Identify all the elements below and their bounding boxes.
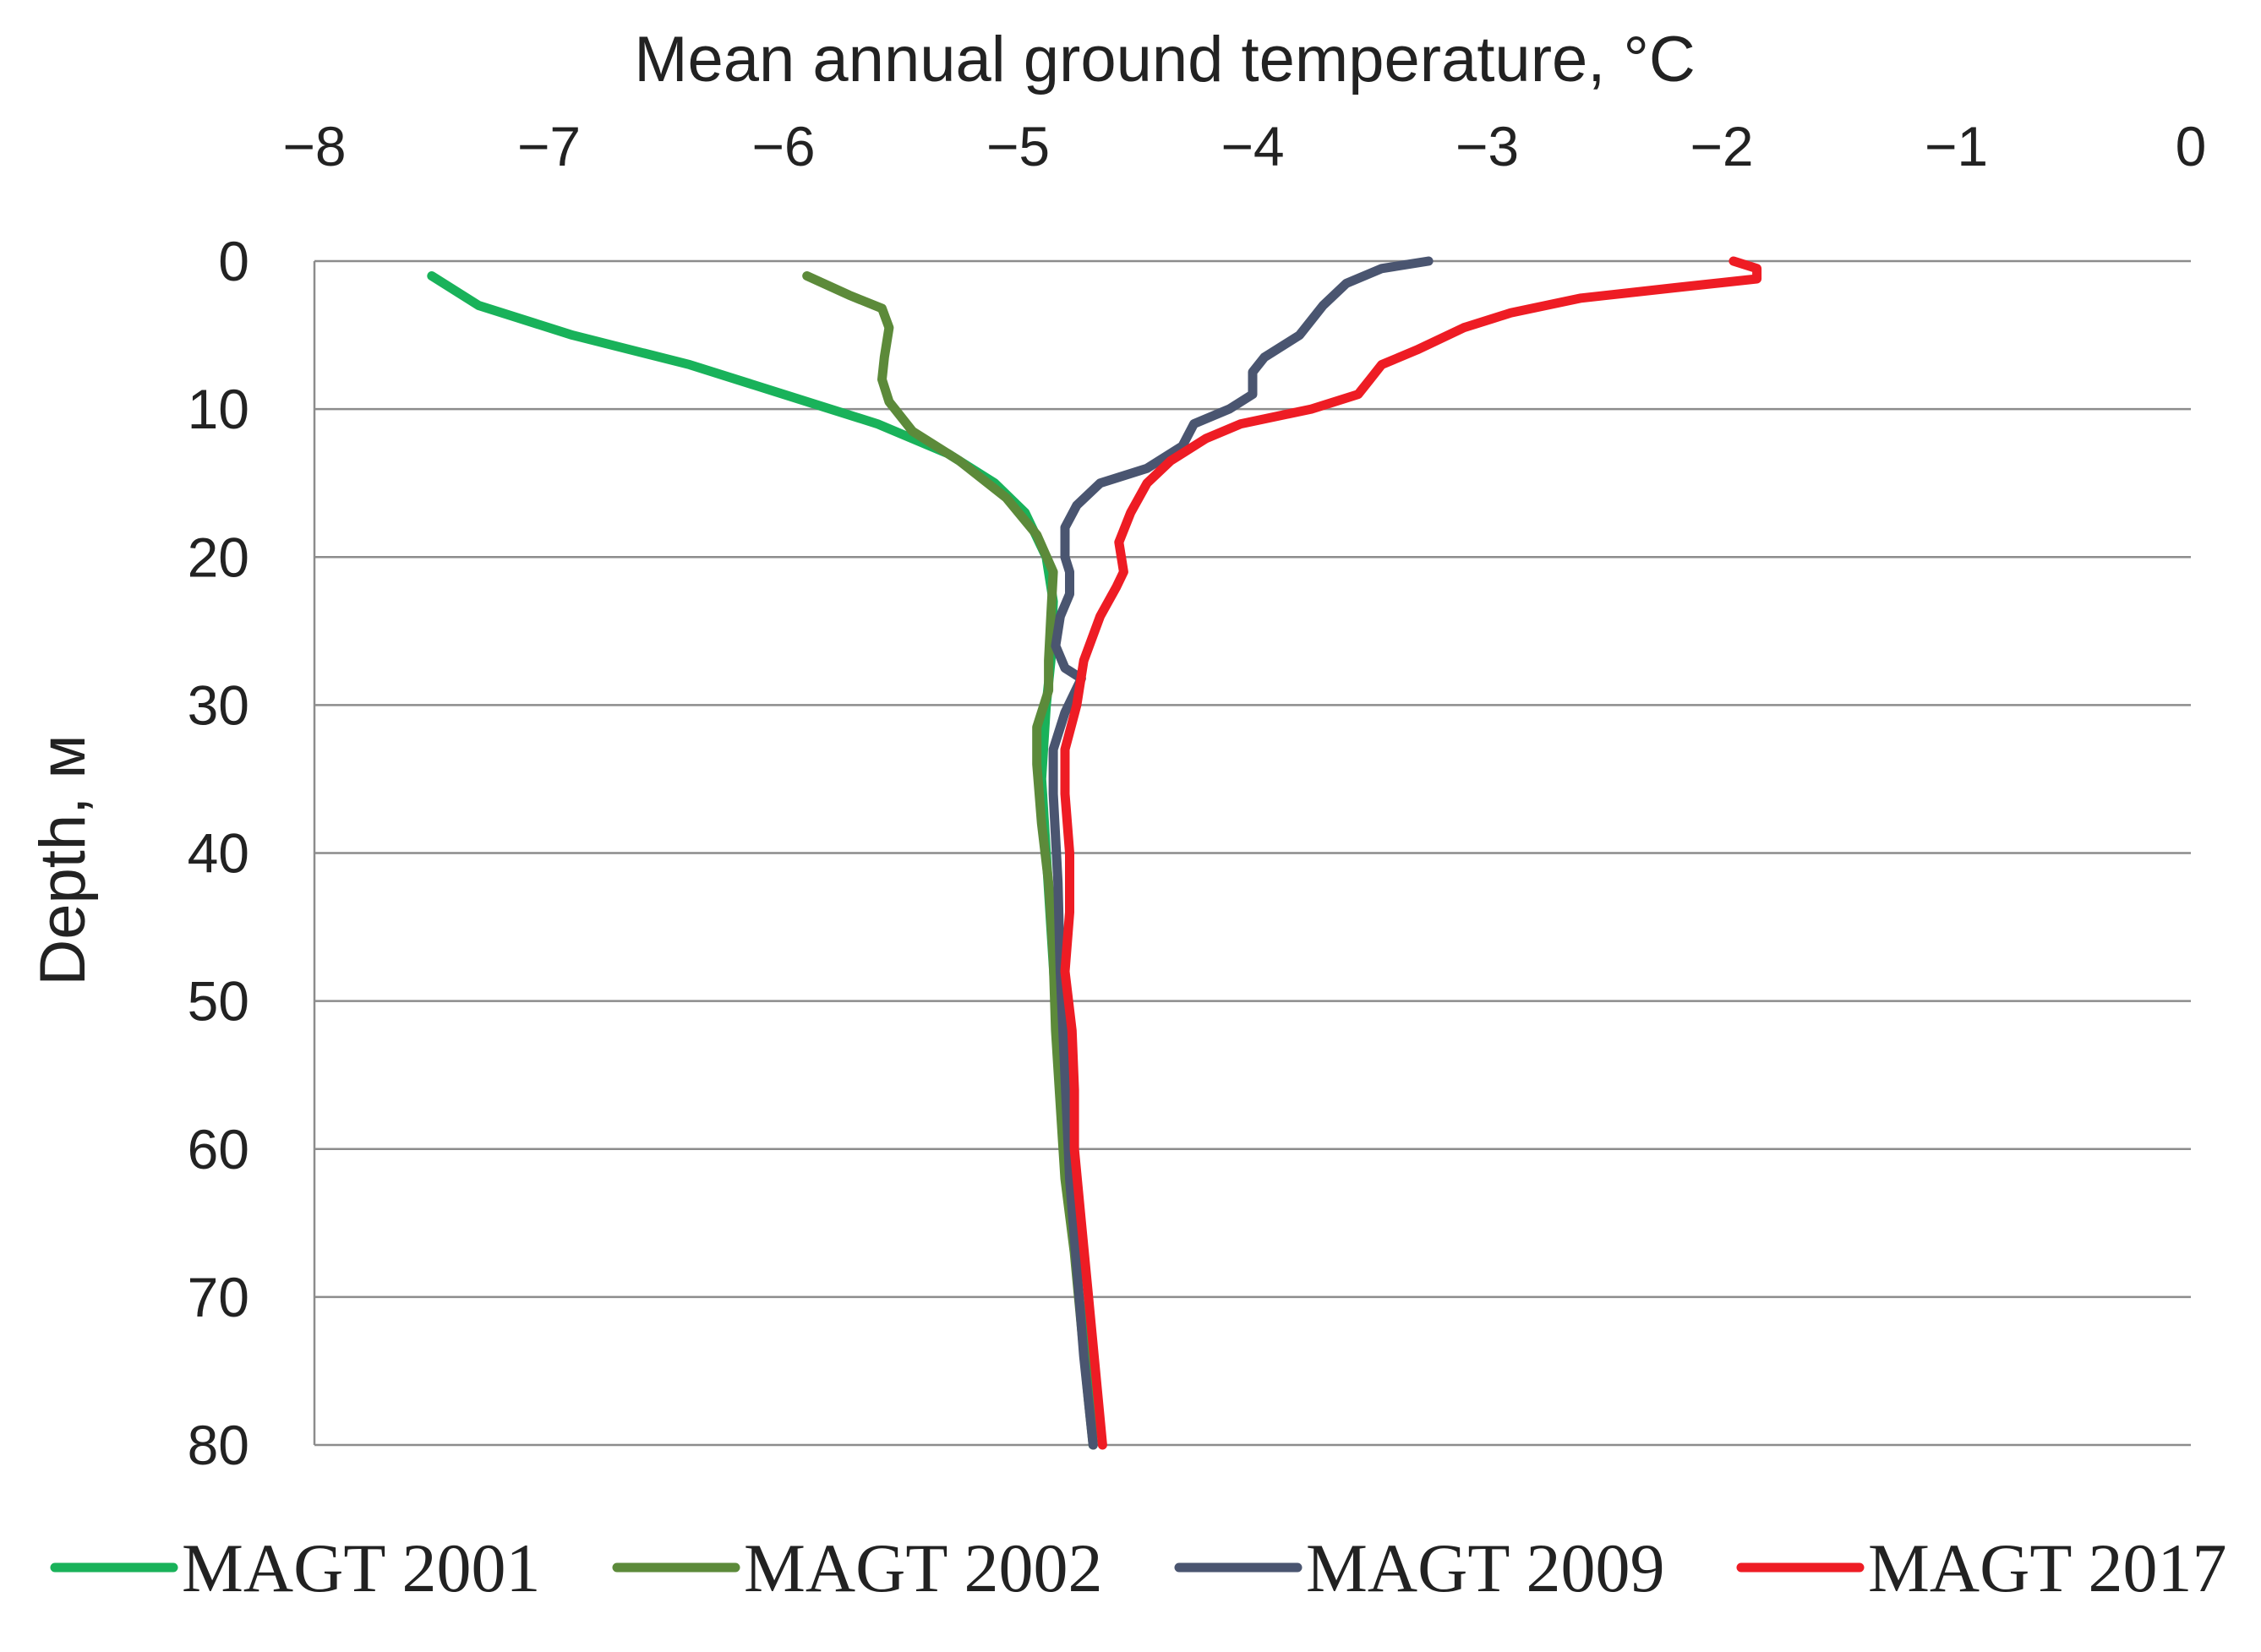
x-tick-label: −4 — [1221, 115, 1284, 177]
y-tick-label: 80 — [188, 1414, 249, 1476]
legend-label: MAGT 2017 — [1868, 1529, 2226, 1606]
x-tick-label: −8 — [282, 115, 346, 177]
y-tick-label: 10 — [188, 378, 249, 440]
y-tick-labels: 0 10 20 30 40 50 60 70 80 — [188, 230, 249, 1476]
grid-lines — [313, 259, 2191, 1447]
x-tick-label: −3 — [1455, 115, 1519, 177]
x-axis-title: Mean annual ground temperature, °C — [634, 24, 1696, 95]
legend-label: MAGT 2001 — [182, 1529, 540, 1606]
y-tick-label: 0 — [218, 230, 249, 292]
x-tick-label: −2 — [1690, 115, 1753, 177]
x-tick-label: −7 — [517, 115, 581, 177]
x-tick-label: −5 — [986, 115, 1050, 177]
legend-label: MAGT 2009 — [1306, 1529, 1664, 1606]
x-tick-label: 0 — [2176, 115, 2207, 177]
series-line-magt-2001 — [427, 271, 1098, 1450]
y-tick-label: 60 — [188, 1118, 249, 1180]
y-tick-label: 30 — [188, 673, 249, 736]
y-tick-label: 50 — [188, 970, 249, 1033]
x-tick-label: −6 — [751, 115, 815, 177]
legend-label: MAGT 2002 — [744, 1529, 1102, 1606]
y-tick-label: 40 — [188, 822, 249, 885]
series-lines — [427, 256, 1762, 1450]
series-line-magt-2017 — [1060, 256, 1762, 1450]
legend: MAGT 2001 MAGT 2002 MAGT 2009 MAGT 2017 — [50, 1529, 2226, 1606]
series-line-magt-2009 — [1048, 256, 1434, 1450]
x-tick-labels: −8 −7 −6 −5 −4 −3 −2 −1 0 — [282, 115, 2206, 177]
y-tick-label: 20 — [188, 526, 249, 588]
y-tick-label: 70 — [188, 1266, 249, 1328]
x-tick-label: −1 — [1925, 115, 1988, 177]
series-line-magt-2002 — [802, 271, 1098, 1450]
y-axis-title: Depth, м — [27, 734, 99, 985]
